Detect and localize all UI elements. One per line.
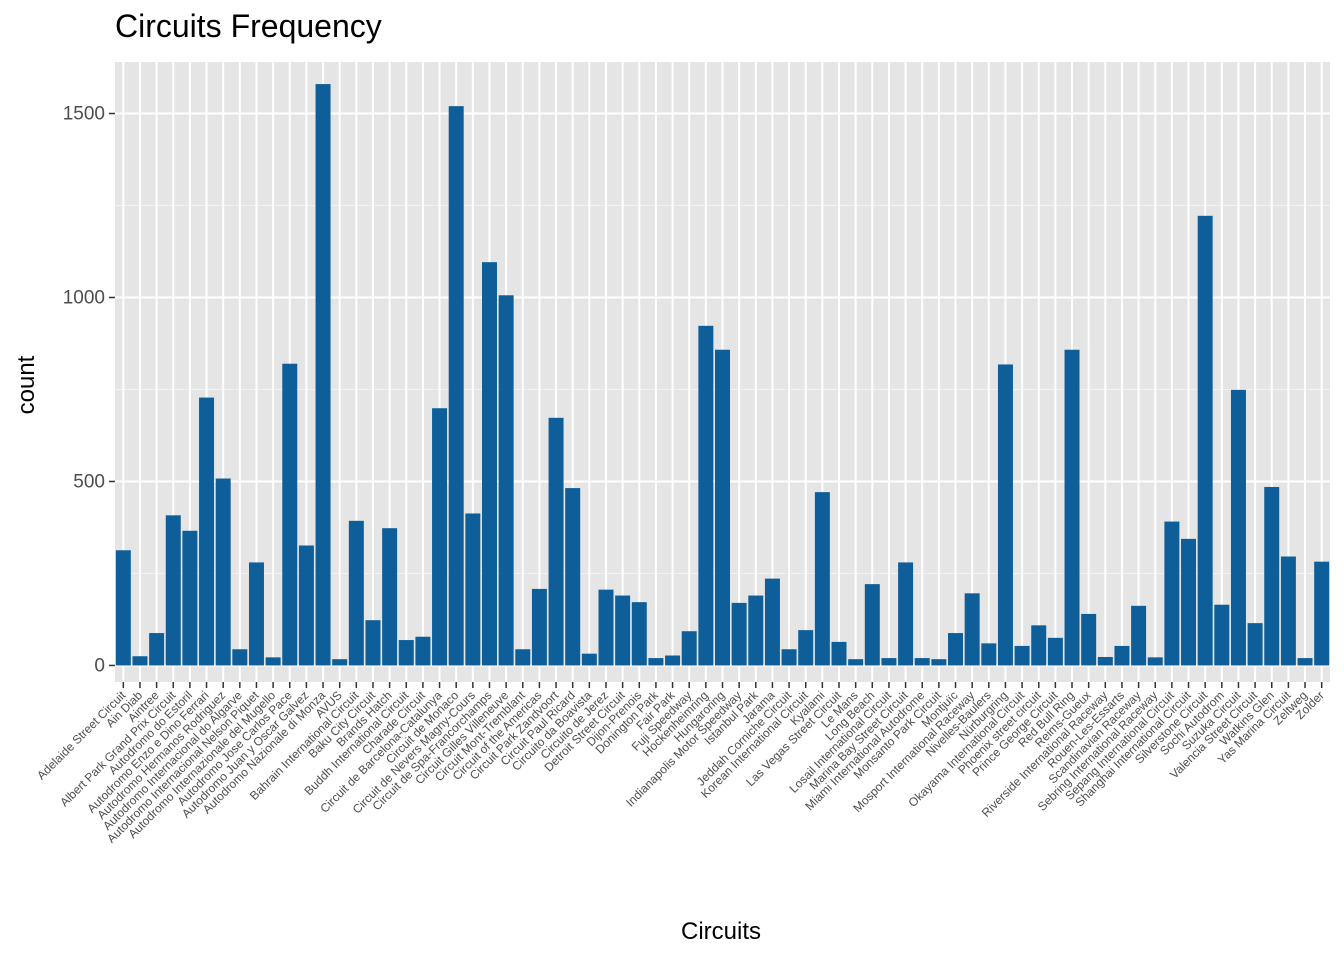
bar [798, 630, 814, 666]
bar [165, 515, 181, 666]
bar [948, 633, 964, 666]
bar [265, 657, 281, 666]
bar [864, 584, 880, 666]
bar [914, 658, 930, 666]
bar [648, 658, 664, 666]
bar [748, 595, 764, 666]
bar [898, 562, 914, 666]
bar [1164, 521, 1180, 666]
bar [681, 631, 697, 666]
bar [1314, 561, 1330, 666]
bar [298, 545, 314, 666]
bar [997, 364, 1013, 666]
bar [715, 349, 730, 666]
bar [1014, 645, 1030, 666]
bar [1081, 613, 1097, 666]
bar [515, 649, 531, 666]
bar [215, 478, 231, 666]
bar [598, 589, 614, 666]
bar [1197, 215, 1213, 666]
bar [465, 513, 481, 666]
bar [132, 656, 148, 666]
bar [548, 417, 564, 666]
bar [1264, 486, 1280, 666]
bar [498, 295, 514, 666]
x-axis-title: Circuits [681, 918, 761, 945]
bar [199, 397, 215, 666]
bar [1280, 556, 1296, 666]
y-tick-label: 500 [73, 471, 105, 492]
y-tick-label: 1000 [63, 287, 105, 308]
bar [1181, 538, 1197, 666]
y-tick-label: 0 [94, 655, 105, 676]
bar [531, 588, 547, 666]
bar [1114, 645, 1130, 666]
bar [415, 636, 431, 666]
bar [764, 578, 780, 666]
bar [1214, 604, 1230, 666]
bar [814, 492, 830, 666]
bar [698, 325, 714, 666]
bar [848, 659, 864, 666]
bar [398, 640, 414, 666]
bar [282, 363, 298, 666]
bar [1230, 389, 1246, 666]
y-tick-label: 1500 [63, 104, 105, 125]
bar [315, 84, 331, 666]
bar [731, 602, 747, 666]
bar [931, 659, 947, 666]
bar [1064, 349, 1080, 666]
y-axis-title: count [13, 355, 40, 414]
bar [1031, 625, 1047, 666]
bar [432, 408, 448, 666]
bar [881, 658, 897, 666]
bar [565, 488, 581, 666]
bar [781, 649, 797, 666]
bar [1097, 656, 1113, 666]
bar [981, 643, 997, 666]
bar [149, 633, 165, 666]
bar [481, 262, 497, 666]
bar [615, 595, 631, 666]
bar [665, 655, 681, 666]
bar [631, 602, 647, 666]
bar [348, 520, 364, 666]
bar [581, 653, 597, 666]
bar [964, 593, 980, 666]
bar [332, 659, 348, 666]
bar [1247, 623, 1263, 666]
bar [1131, 605, 1147, 666]
bar [382, 528, 398, 666]
bar [365, 620, 381, 666]
bar [248, 562, 264, 666]
bar [831, 641, 847, 666]
bar [1047, 637, 1063, 666]
bar [1297, 658, 1313, 666]
bars [115, 84, 1330, 666]
bar [232, 649, 248, 666]
chart-title: Circuits Frequency [115, 8, 382, 44]
bar [448, 106, 464, 666]
bar [115, 550, 131, 666]
bar [1147, 657, 1163, 666]
bar [182, 530, 198, 666]
